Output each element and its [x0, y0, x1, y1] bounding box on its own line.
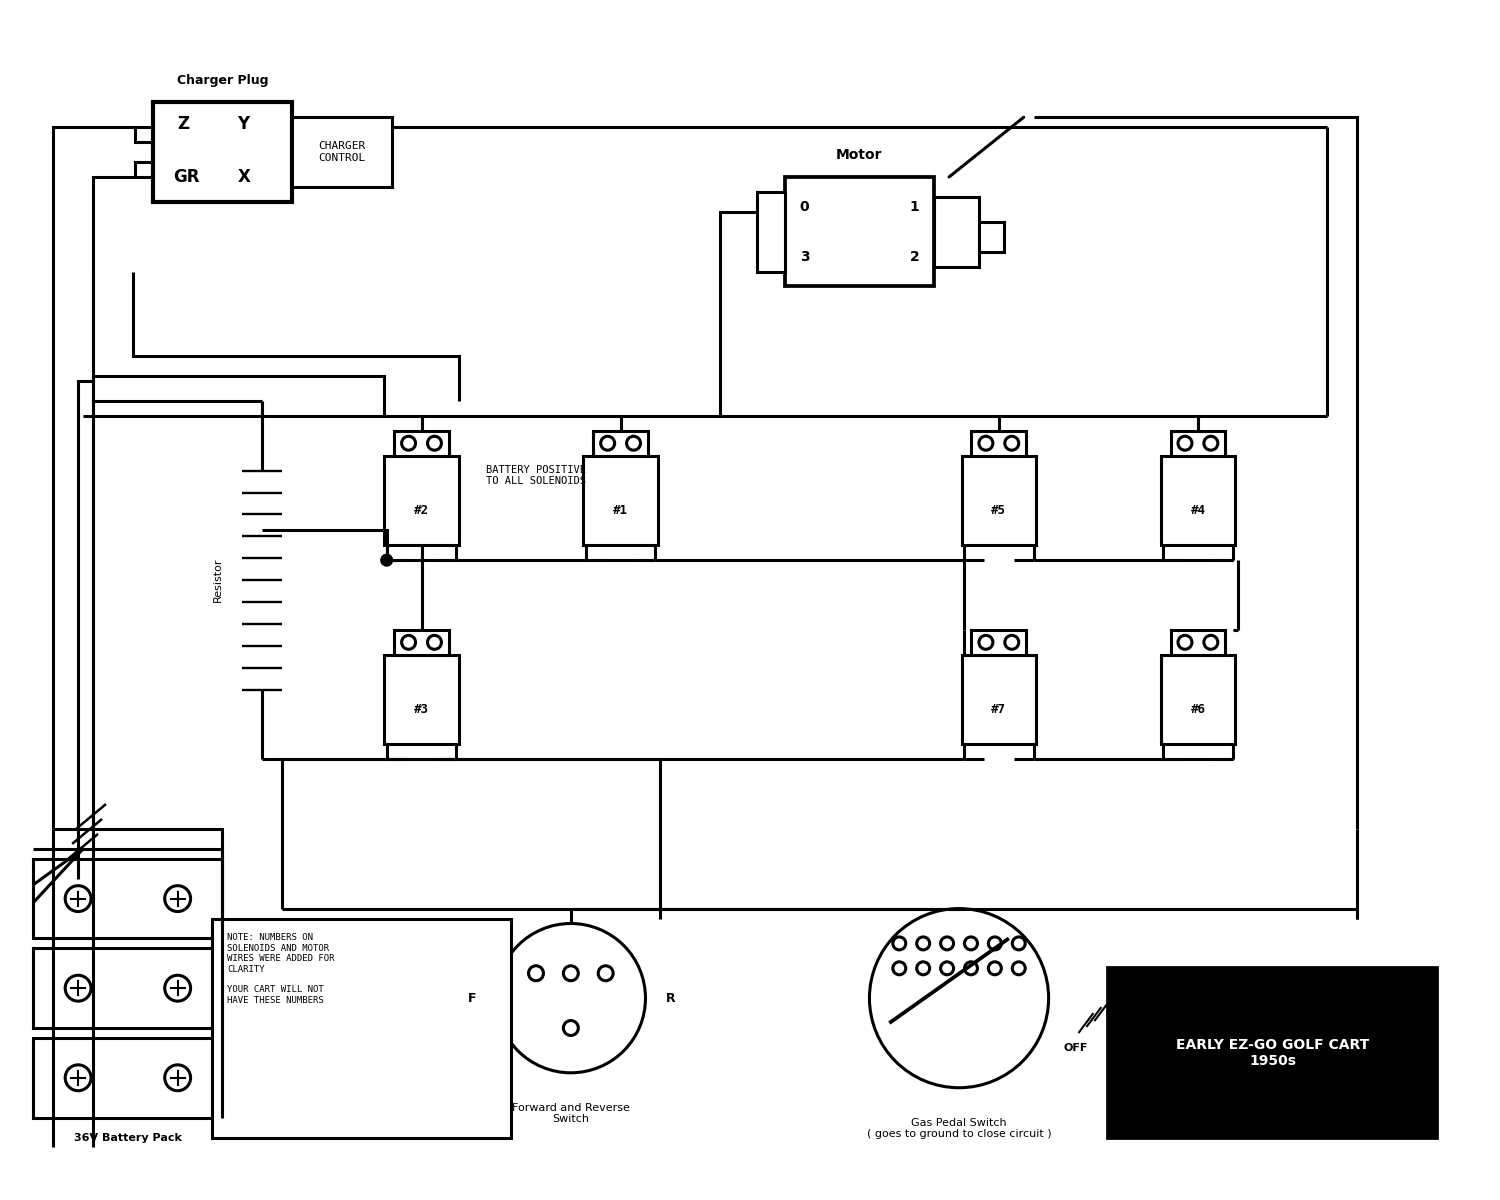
Circle shape: [892, 962, 906, 974]
Circle shape: [600, 437, 615, 450]
Circle shape: [940, 962, 954, 974]
Circle shape: [564, 1020, 579, 1036]
Circle shape: [627, 437, 640, 450]
Circle shape: [427, 635, 441, 649]
Text: OFF: OFF: [1064, 1043, 1088, 1052]
Text: Y: Y: [237, 115, 249, 133]
Bar: [153, 102, 292, 202]
Circle shape: [980, 635, 993, 649]
Text: CHARGER
CONTROL: CHARGER CONTROL: [318, 142, 366, 163]
Circle shape: [1204, 437, 1218, 450]
Circle shape: [427, 437, 441, 450]
Circle shape: [916, 962, 930, 974]
Text: GR: GR: [172, 168, 200, 186]
Circle shape: [1204, 635, 1218, 649]
Text: BATTERY POSITIVE
TO ALL SOLENOIDS: BATTERY POSITIVE TO ALL SOLENOIDS: [486, 464, 586, 486]
Circle shape: [1013, 962, 1025, 974]
Bar: [384, 456, 459, 545]
Text: NOTE: NUMBERS ON
SOLENOIDS AND MOTOR
WIRES WERE ADDED FOR
CLARITY

YOUR CART WIL: NOTE: NUMBERS ON SOLENOIDS AND MOTOR WIR…: [228, 934, 334, 1004]
Circle shape: [496, 924, 645, 1073]
Bar: [584, 456, 658, 545]
Text: Gas Pedal Switch
( goes to ground to close circuit ): Gas Pedal Switch ( goes to ground to clo…: [867, 1117, 1052, 1139]
Text: Charger Plug: Charger Plug: [177, 74, 268, 88]
Text: Forward and Reverse
Switch: Forward and Reverse Switch: [512, 1103, 630, 1124]
Circle shape: [980, 437, 993, 450]
Bar: [784, 176, 934, 287]
Bar: [1108, 968, 1437, 1138]
Circle shape: [1005, 437, 1019, 450]
Bar: [1170, 630, 1226, 655]
Circle shape: [916, 937, 930, 950]
Text: R: R: [666, 991, 675, 1004]
Text: F: F: [468, 991, 477, 1004]
Bar: [213, 918, 512, 1138]
Text: 0: 0: [800, 200, 810, 214]
Bar: [394, 431, 448, 456]
Bar: [972, 630, 1026, 655]
Circle shape: [165, 886, 190, 912]
Text: #3: #3: [414, 703, 429, 716]
Text: 36V Battery Pack: 36V Battery Pack: [74, 1133, 182, 1142]
Text: 3: 3: [800, 250, 810, 264]
Circle shape: [64, 1064, 92, 1091]
Text: X: X: [237, 168, 250, 186]
Text: #2: #2: [414, 504, 429, 517]
Bar: [1170, 431, 1226, 456]
Circle shape: [598, 966, 613, 980]
Bar: [934, 197, 980, 266]
Bar: [1161, 456, 1234, 545]
Text: 2: 2: [909, 250, 920, 264]
Circle shape: [1005, 635, 1019, 649]
Bar: [394, 630, 448, 655]
Bar: [962, 456, 1036, 545]
Circle shape: [892, 937, 906, 950]
Circle shape: [964, 962, 978, 974]
Circle shape: [870, 908, 1048, 1087]
Circle shape: [64, 886, 92, 912]
Text: EARLY EZ-GO GOLF CART
1950s: EARLY EZ-GO GOLF CART 1950s: [1176, 1038, 1370, 1068]
Circle shape: [1178, 635, 1192, 649]
Circle shape: [64, 976, 92, 1001]
Bar: [758, 192, 784, 271]
Bar: [33, 948, 222, 1028]
Circle shape: [381, 556, 392, 565]
Text: #5: #5: [992, 504, 1006, 517]
Circle shape: [1013, 937, 1025, 950]
Bar: [33, 859, 222, 938]
Circle shape: [1178, 437, 1192, 450]
Bar: [980, 222, 1004, 252]
Circle shape: [988, 962, 1002, 974]
Circle shape: [528, 966, 543, 980]
Text: #6: #6: [1191, 703, 1206, 716]
Circle shape: [564, 966, 579, 980]
Bar: [384, 655, 459, 744]
Bar: [292, 118, 392, 187]
Bar: [962, 655, 1036, 744]
Text: #1: #1: [614, 504, 628, 517]
Text: Motor: Motor: [836, 148, 882, 162]
Text: #7: #7: [992, 703, 1006, 716]
Circle shape: [988, 937, 1002, 950]
Bar: [33, 1038, 222, 1117]
Circle shape: [165, 976, 190, 1001]
Text: Z: Z: [177, 115, 190, 133]
Circle shape: [165, 1064, 190, 1091]
Bar: [592, 431, 648, 456]
Text: #4: #4: [1191, 504, 1206, 517]
Circle shape: [402, 635, 416, 649]
Text: 1: 1: [909, 200, 920, 214]
Text: Resistor: Resistor: [213, 558, 222, 602]
Circle shape: [964, 937, 978, 950]
Bar: [972, 431, 1026, 456]
Circle shape: [940, 937, 954, 950]
Bar: [1161, 655, 1234, 744]
Circle shape: [402, 437, 416, 450]
